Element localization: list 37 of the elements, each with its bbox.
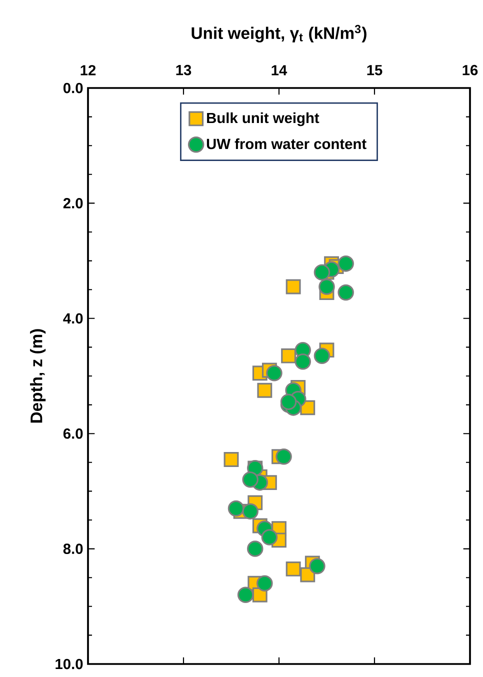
point xyxy=(257,382,272,398)
point xyxy=(262,529,278,546)
y-axis-title: Depth, z (m) xyxy=(30,329,46,423)
point xyxy=(314,348,330,364)
point xyxy=(247,540,264,557)
point xyxy=(318,278,336,295)
point xyxy=(286,561,301,576)
point xyxy=(238,586,254,604)
point xyxy=(224,452,239,467)
y-tick-label: 2.0 xyxy=(64,198,83,208)
point xyxy=(294,353,312,370)
x-tick-label: 14 xyxy=(272,65,288,76)
point xyxy=(242,503,259,520)
point xyxy=(309,558,326,574)
x-tick-label: 12 xyxy=(80,65,96,76)
point xyxy=(286,279,301,294)
y-tick-label: 8.0 xyxy=(64,544,83,554)
point xyxy=(256,575,274,592)
point xyxy=(266,364,283,382)
point xyxy=(338,256,354,272)
y-tick-label: 10.0 xyxy=(56,658,83,670)
point xyxy=(242,472,259,488)
point xyxy=(228,500,244,517)
point xyxy=(281,348,296,364)
y-tick-label: 0.0 xyxy=(64,82,83,94)
x-tick-label: 15 xyxy=(367,65,382,76)
point xyxy=(276,448,292,465)
y-tick-label: 6.0 xyxy=(64,428,83,439)
x-tick-label: 16 xyxy=(462,64,478,76)
point xyxy=(314,264,330,280)
x-axis-title: Unit weight, γ$_{t}$ (kN/m$^{3}$) xyxy=(192,24,367,42)
y-tick-label: 4.0 xyxy=(63,313,83,324)
point xyxy=(338,284,354,301)
point xyxy=(280,394,297,410)
legend-label: Bulk unit weight xyxy=(207,112,320,126)
legend-label: UW from water content xyxy=(207,138,367,150)
x-tick-label: 13 xyxy=(176,64,192,76)
